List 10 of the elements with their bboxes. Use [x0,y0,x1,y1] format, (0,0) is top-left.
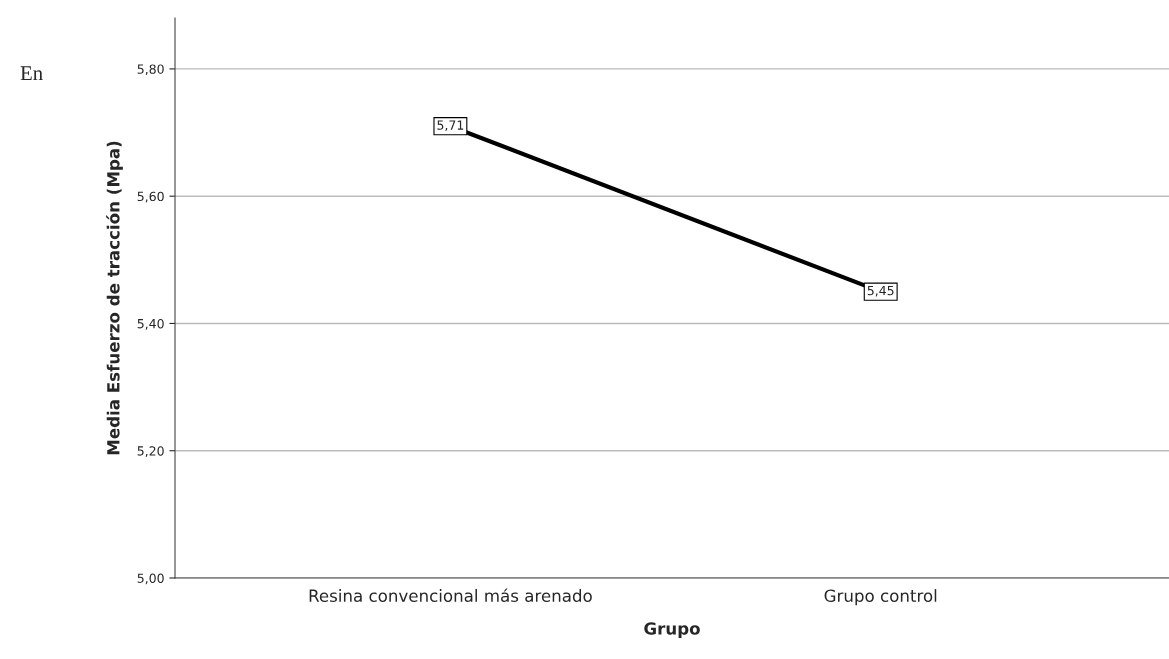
y-tick-label: 5,20 [137,446,164,457]
x-axis-title: Grupo [644,622,700,639]
x-tick-label: Grupo control [824,589,937,606]
y-axis-title: Media Esfuerzo de tracción (Mpa) [106,141,123,455]
x-tick-label: Resina convencional más arenado [309,588,592,603]
y-tick-label: 5,00 [137,573,164,585]
y-tick-label: 5,60 [137,191,164,203]
y-tick-label: 5,40 [137,318,164,330]
text: En [20,66,43,81]
y-tick-label: 5,80 [137,64,164,76]
